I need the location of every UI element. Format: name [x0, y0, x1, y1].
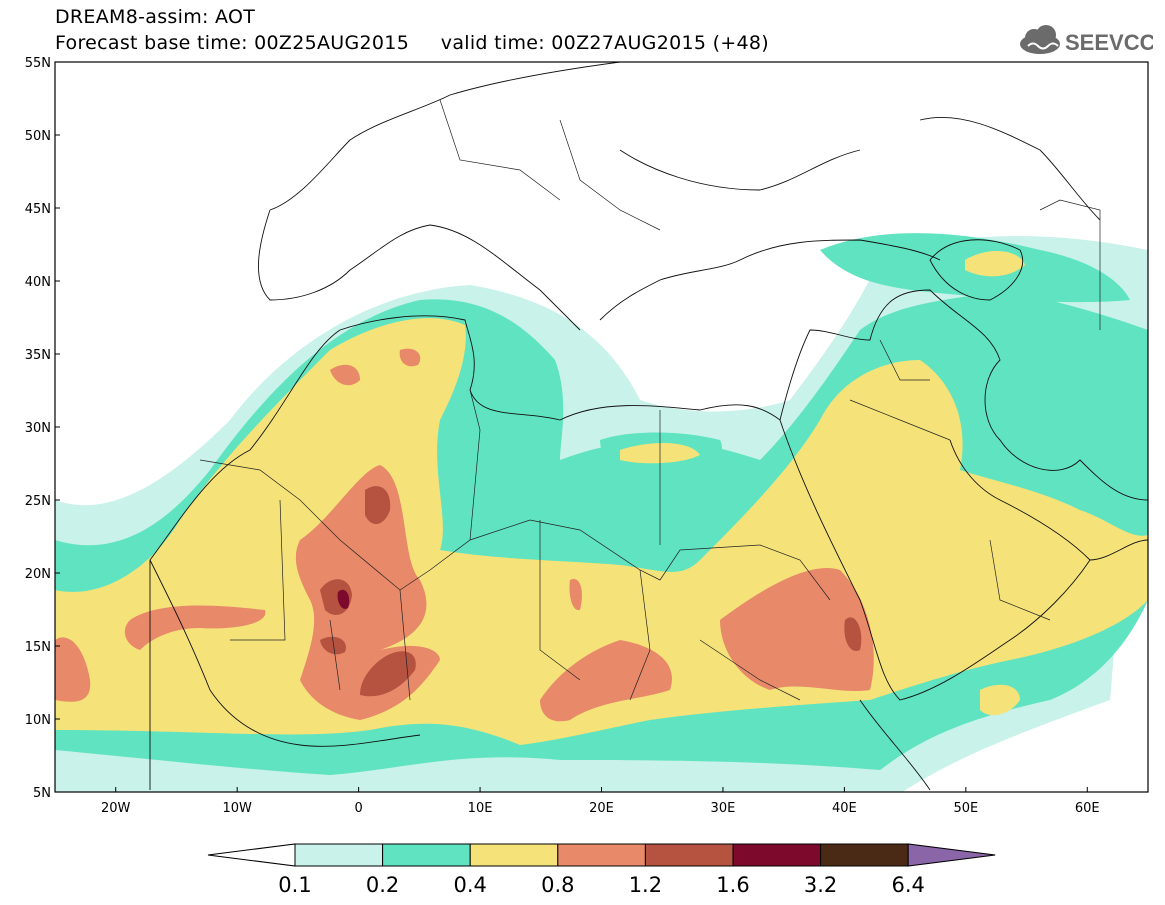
longitude-axis: 20W 10W 0 10E 20E 30E 40E 50E 60E	[101, 787, 1100, 816]
lon-tick-label: 40E	[832, 801, 857, 816]
aot-level-0.8	[55, 348, 874, 722]
lat-tick-label: 5N	[33, 786, 51, 801]
aot-level-1.2	[320, 486, 862, 697]
lat-tick-label: 45N	[25, 202, 51, 217]
lon-tick-label: 60E	[1075, 801, 1100, 816]
colorbar-box	[557, 843, 646, 867]
colorbar-arrow-high	[907, 843, 996, 867]
aot-level-1.6	[337, 589, 350, 609]
aot-field	[55, 62, 1148, 792]
colorbar-label: 0.8	[541, 873, 574, 897]
lon-tick-label: 50E	[953, 801, 978, 816]
colorbar-label: 1.6	[716, 873, 749, 897]
lat-tick-label: 10N	[25, 713, 51, 728]
lon-tick-label: 20W	[101, 801, 131, 816]
colorbar-label: 6.4	[891, 873, 924, 897]
colorbar-box	[469, 843, 559, 867]
colorbar-label: 3.2	[804, 873, 837, 897]
lon-tick-label: 10W	[222, 801, 252, 816]
lat-tick-label: 25N	[25, 494, 51, 509]
forecast-times: Forecast base time: 00Z25AUG2015 valid t…	[55, 32, 770, 54]
lon-tick-label: 0	[354, 801, 362, 816]
lon-tick-label: 30E	[711, 801, 736, 816]
lat-tick-label: 15N	[25, 640, 51, 655]
logo-text: SEEVCCC	[1065, 30, 1153, 55]
map-title: DREAM8-assim: AOT	[55, 6, 256, 28]
latitude-axis: 5N 10N 15N 20N 25N 30N 35N 40N 45N 50N 55N	[25, 56, 60, 801]
country-borders	[199, 99, 1101, 701]
colorbar-label: 0.1	[278, 873, 311, 897]
lat-tick-label: 55N	[25, 56, 51, 71]
colorbar-label: 0.2	[366, 873, 399, 897]
colorbar-box	[820, 843, 909, 867]
lat-tick-label: 30N	[25, 421, 51, 436]
lat-tick-label: 20N	[25, 567, 51, 582]
colorbar-box	[644, 843, 734, 867]
colorbar-label: 1.2	[629, 873, 662, 897]
colorbar-box	[732, 843, 822, 867]
lon-tick-label: 10E	[468, 801, 493, 816]
lat-tick-label: 50N	[25, 129, 51, 144]
lat-tick-label: 40N	[25, 275, 51, 290]
colorbar-label: 0.4	[453, 873, 486, 897]
seevccc-logo: SEEVCCC	[1020, 25, 1153, 55]
cloud-logo-icon	[1020, 25, 1060, 54]
colorbar-arrow-low	[207, 843, 296, 867]
colorbar-box	[294, 843, 384, 867]
colorbar-box	[382, 843, 471, 867]
coastlines	[149, 62, 1148, 791]
lat-tick-label: 35N	[25, 348, 51, 363]
lon-tick-label: 20E	[589, 801, 614, 816]
